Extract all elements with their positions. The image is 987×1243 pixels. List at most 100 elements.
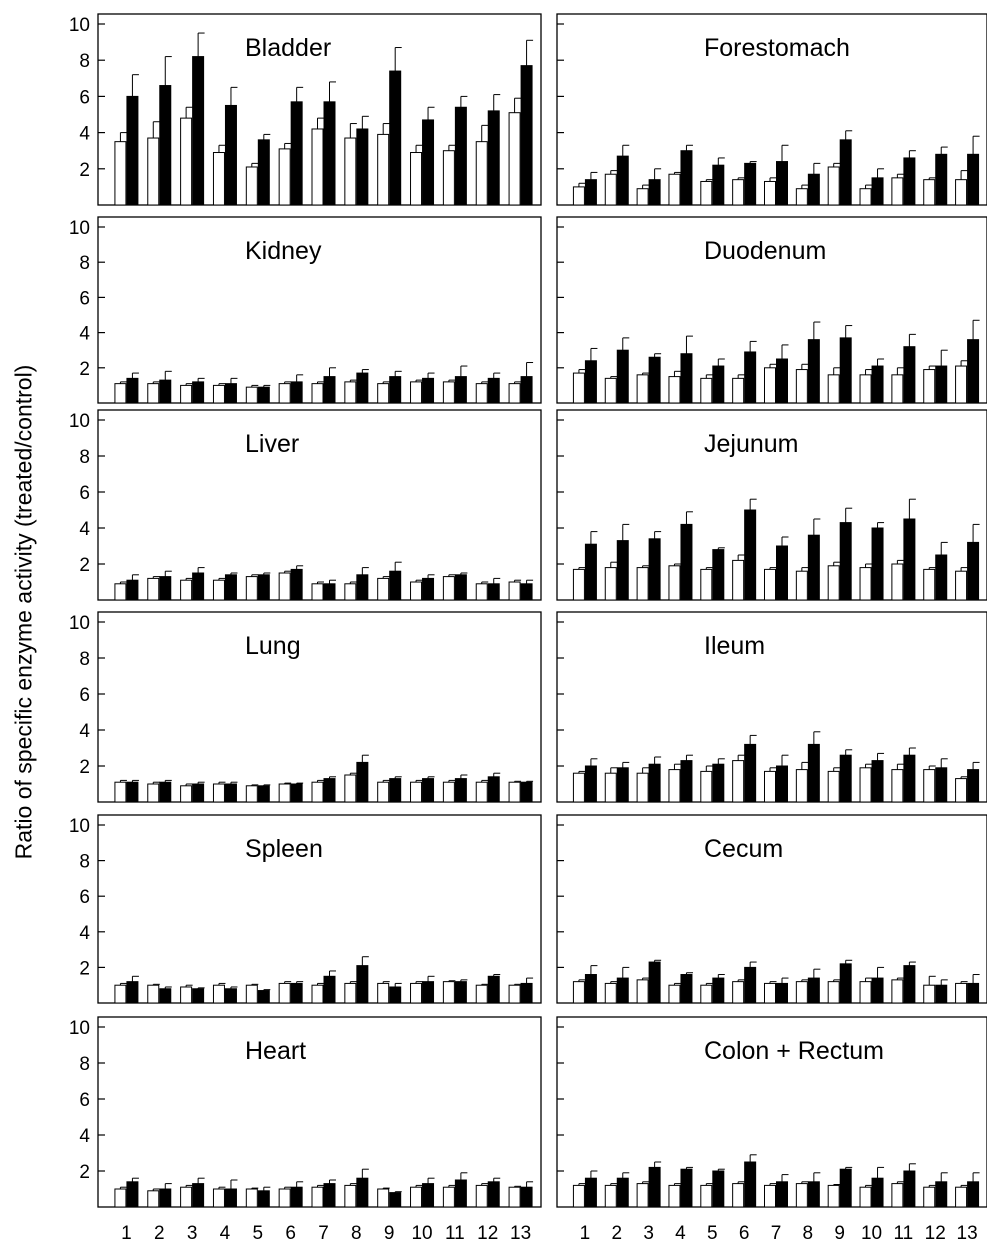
- bar-control: [508, 383, 521, 404]
- y-tick-label: 8: [79, 253, 90, 274]
- bar-treated: [257, 386, 270, 404]
- bar-treated: [744, 509, 757, 601]
- bar-control: [212, 152, 225, 206]
- y-tick-label: 2: [79, 359, 90, 380]
- bar-treated: [290, 982, 303, 1004]
- bar-control: [891, 177, 904, 206]
- bar-control: [508, 581, 521, 601]
- bar-treated: [616, 767, 629, 803]
- y-tick-label: 4: [79, 519, 90, 540]
- y-tick-label: 10: [69, 218, 90, 239]
- bar-treated: [126, 981, 139, 1004]
- bar-control: [572, 372, 585, 404]
- bar-control: [508, 1186, 521, 1208]
- bar-treated: [192, 988, 205, 1004]
- bar-treated: [584, 360, 597, 404]
- bar-control: [212, 1188, 225, 1208]
- bar-control: [891, 979, 904, 1004]
- y-tick-label: 2: [79, 958, 90, 979]
- bar-control: [732, 559, 745, 601]
- bar-treated: [422, 981, 435, 1004]
- chart-panel-lung: 2 4 6 8 10 Lung: [69, 611, 542, 803]
- bar-treated: [744, 162, 757, 206]
- bar-control: [827, 166, 840, 206]
- bar-control: [442, 150, 455, 206]
- bar-treated: [290, 568, 303, 601]
- bar-treated: [126, 95, 139, 206]
- bar-control: [859, 374, 872, 404]
- bar-treated: [903, 518, 916, 601]
- bar-control: [636, 1183, 649, 1208]
- bar-treated: [389, 778, 402, 803]
- bar-control: [668, 376, 681, 404]
- bar-treated: [520, 982, 533, 1004]
- bar-control: [700, 377, 713, 404]
- bar-control: [604, 567, 617, 601]
- bar-treated: [323, 376, 336, 404]
- y-tick-label: 6: [79, 685, 90, 706]
- bar-treated: [871, 760, 884, 803]
- y-tick-label: 4: [79, 1126, 90, 1147]
- chart-panel-forestomach: Forestomach: [556, 13, 987, 206]
- bar-treated: [389, 570, 402, 601]
- x-tick-label: 5: [253, 1223, 264, 1243]
- plot-frame: [97, 1016, 542, 1208]
- x-tick-label: 13: [957, 1223, 978, 1243]
- y-tick-label: 6: [79, 288, 90, 309]
- bar-treated: [935, 1181, 948, 1208]
- x-tick-label: 10: [411, 1223, 432, 1243]
- bar-control: [278, 148, 291, 206]
- panel-title: Cecum: [704, 835, 783, 863]
- bar-control: [891, 374, 904, 404]
- bar-control: [700, 180, 713, 206]
- y-tick-label: 6: [79, 483, 90, 504]
- y-tick-label: 10: [69, 816, 90, 837]
- y-tick-label: 8: [79, 51, 90, 72]
- bar-treated: [422, 778, 435, 803]
- bar-control: [410, 381, 423, 404]
- bar-control: [442, 1186, 455, 1208]
- bar-treated: [776, 161, 788, 206]
- bar-control: [442, 576, 455, 601]
- bar-control: [114, 781, 127, 803]
- bar-control: [795, 570, 808, 601]
- bar-control: [859, 767, 872, 803]
- bar-treated: [935, 153, 948, 206]
- bar-control: [114, 984, 127, 1004]
- bar-control: [180, 579, 193, 601]
- bar-treated: [487, 583, 500, 601]
- bar-treated: [323, 975, 336, 1004]
- bar-treated: [323, 583, 336, 601]
- bar-control: [668, 769, 681, 803]
- y-tick-label: 2: [79, 160, 90, 181]
- bar-treated: [192, 1183, 205, 1208]
- x-tick-label: 4: [220, 1223, 231, 1243]
- bar-treated: [356, 128, 369, 206]
- bar-treated: [680, 760, 693, 803]
- bar-control: [923, 1186, 936, 1208]
- bar-treated: [487, 1181, 500, 1208]
- bar-control: [764, 770, 776, 803]
- bar-treated: [192, 783, 205, 803]
- bar-treated: [520, 376, 533, 404]
- bar-control: [572, 186, 585, 206]
- bar-treated: [839, 139, 852, 206]
- bar-treated: [584, 179, 597, 206]
- bar-treated: [744, 1161, 757, 1208]
- bar-treated: [192, 381, 205, 404]
- chart-panel-kidney: 2 4 6 8 10 Kidney: [69, 216, 542, 404]
- bar-treated: [356, 372, 369, 404]
- bar-treated: [159, 1188, 172, 1208]
- bar-control: [245, 576, 258, 601]
- bar-control: [377, 383, 390, 404]
- bar-control: [827, 770, 840, 803]
- bar-control: [147, 577, 160, 601]
- bar-control: [955, 365, 968, 404]
- bar-control: [604, 772, 617, 803]
- bar-treated: [224, 574, 237, 601]
- bar-control: [508, 781, 521, 803]
- bar-control: [475, 141, 488, 206]
- bar-control: [344, 381, 357, 404]
- bar-control: [955, 982, 968, 1004]
- bar-control: [827, 1184, 840, 1208]
